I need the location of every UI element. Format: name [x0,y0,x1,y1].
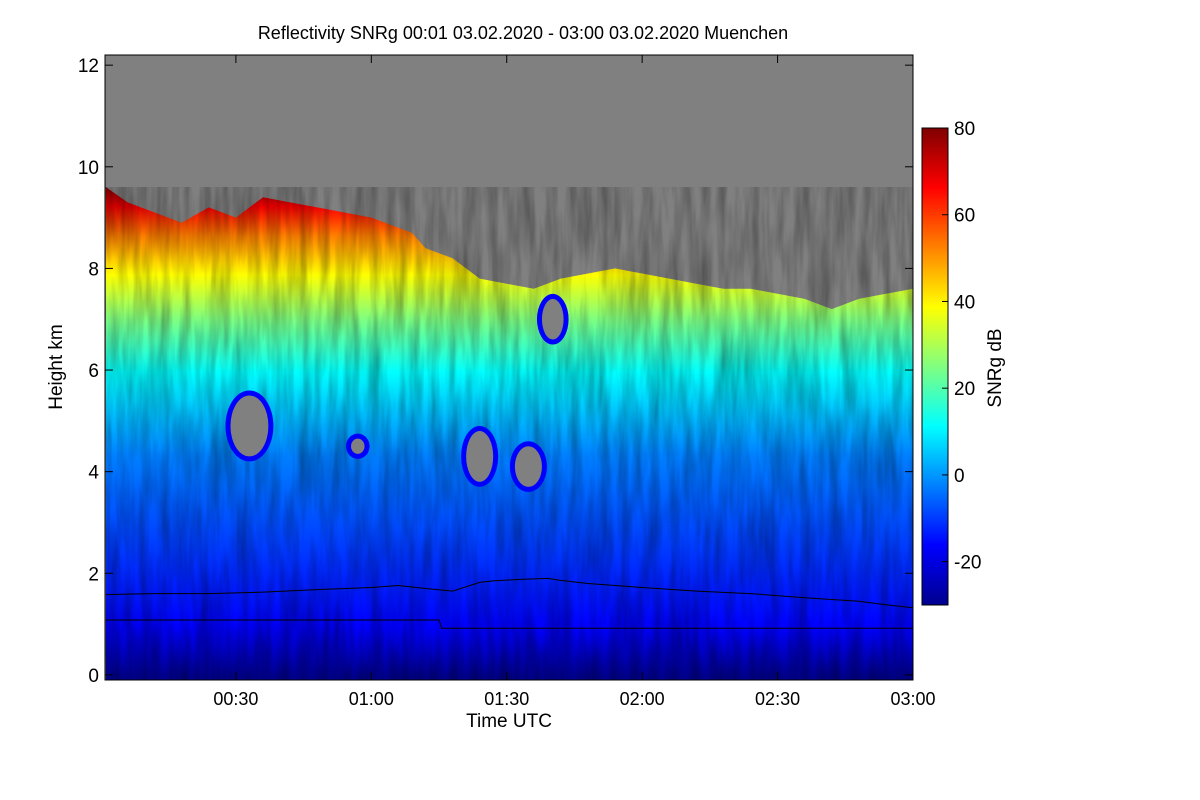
colorbar-ticks: -20 0 20 40 60 80 [942,119,981,574]
x-axis-ticks: 00:30 01:00 01:30 02:00 02:30 03:00 [213,55,936,709]
x-tick-label: 00:30 [213,689,258,709]
x-tick-label: 02:30 [755,689,800,709]
signal-gaps [225,293,569,492]
y-tick-label: 8 [88,259,99,280]
signal-gap [466,431,494,482]
colorbar-tick-label: 40 [954,292,975,313]
y-axis-ticks: 0 2 4 6 8 10 12 [78,56,913,687]
y-tick-label: 6 [88,361,99,382]
x-tick-label: 02:00 [620,689,665,709]
series-line-1 [105,577,913,609]
signal-gap [541,298,564,340]
colorbar-tick-label: 0 [954,466,965,487]
series-lines [105,577,913,629]
colorbar: -20 0 20 40 60 80 SNRg dB [921,119,1006,606]
fall-streaks [105,187,913,680]
x-tick-label: 01:30 [484,689,529,709]
y-tick-label: 2 [88,564,99,585]
signal-gap [351,438,365,454]
x-tick-label: 03:00 [890,689,935,709]
signal-gap [230,395,269,457]
y-axis-label: Height km [46,324,67,410]
y-tick-label: 10 [78,158,99,179]
colorbar-tick-label: 80 [954,119,975,140]
x-tick-label: 01:00 [349,689,394,709]
x-axis-label: Time UTC [466,711,552,732]
colorbar-tick-label: 20 [954,379,975,400]
series-line-2 [105,619,913,629]
colorbar-tick-label: -20 [954,553,981,574]
colorbar-tick-label: 60 [954,206,975,227]
signal-gap [514,446,542,487]
y-tick-label: 0 [88,666,99,687]
colorbar-label: SNRg dB [985,328,1006,407]
colorbar-gradient [921,127,949,606]
plot-area [105,55,913,680]
y-tick-label: 4 [88,463,99,484]
chart-title: Reflectivity SNRg 00:01 03.02.2020 - 03:… [258,23,788,43]
y-tick-label: 12 [78,56,99,77]
plot-frame [104,54,914,681]
